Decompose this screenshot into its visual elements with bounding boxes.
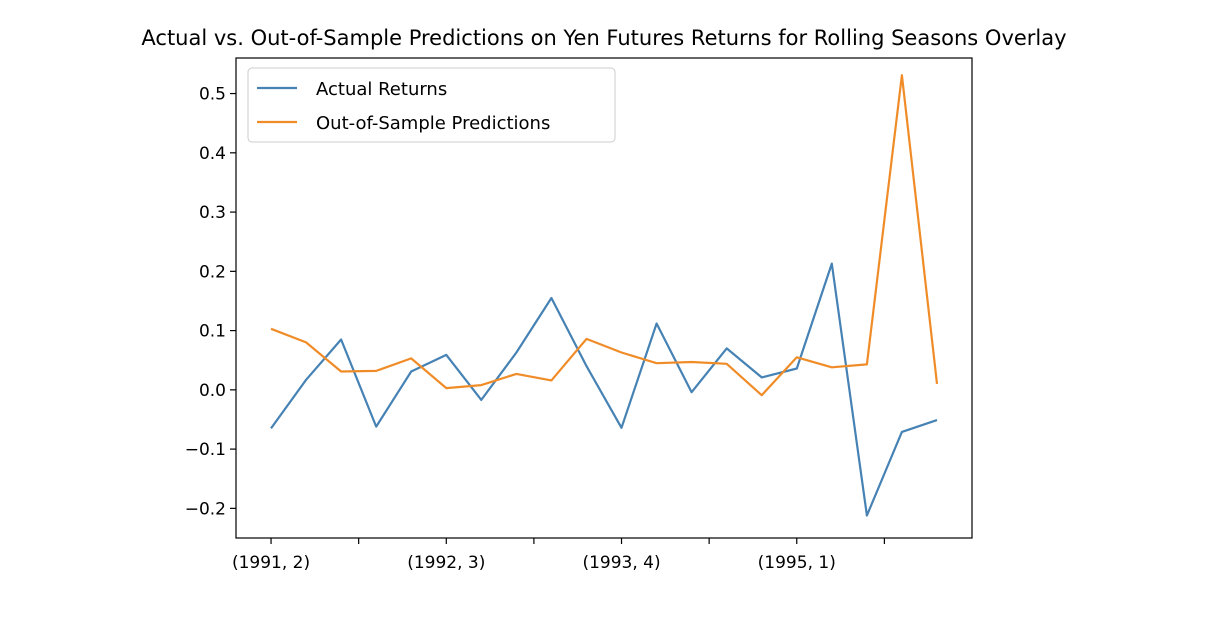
legend-label-actual-returns: Actual Returns bbox=[316, 79, 447, 100]
y-tick-label: 0.1 bbox=[199, 322, 226, 342]
y-tick-label: −0.1 bbox=[185, 440, 226, 460]
y-tick-label: 0.3 bbox=[199, 203, 226, 223]
axes-frame bbox=[235, 57, 973, 539]
y-tick-label: −0.2 bbox=[185, 499, 226, 519]
legend-label-out-of-sample-predictions: Out-of-Sample Predictions bbox=[316, 113, 550, 134]
x-tick-label: (1993, 4) bbox=[582, 553, 660, 573]
chart-title: Actual vs. Out-of-Sample Predictions on … bbox=[141, 26, 1066, 50]
y-tick-label: 0.0 bbox=[199, 381, 226, 401]
x-tick-label: (1995, 1) bbox=[758, 553, 836, 573]
legend: Actual Returns Out-of-Sample Predictions bbox=[247, 67, 616, 143]
legend-box bbox=[247, 67, 616, 143]
y-tick-label: 0.2 bbox=[199, 262, 226, 282]
x-tick-label: (1992, 3) bbox=[407, 553, 485, 573]
y-tick-label: 0.5 bbox=[199, 85, 226, 105]
y-tick-label: 0.4 bbox=[199, 144, 226, 164]
series-line-out-of-sample-predictions bbox=[270, 74, 939, 397]
plot-area bbox=[270, 74, 939, 517]
x-tick-label: (1991, 2) bbox=[232, 553, 310, 573]
axes: −0.2 −0.1 0.0 0.1 0.2 0.3 0.4 0.5 (1991, 2) (1992… bbox=[185, 85, 885, 573]
series-line-actual-returns bbox=[270, 262, 938, 517]
